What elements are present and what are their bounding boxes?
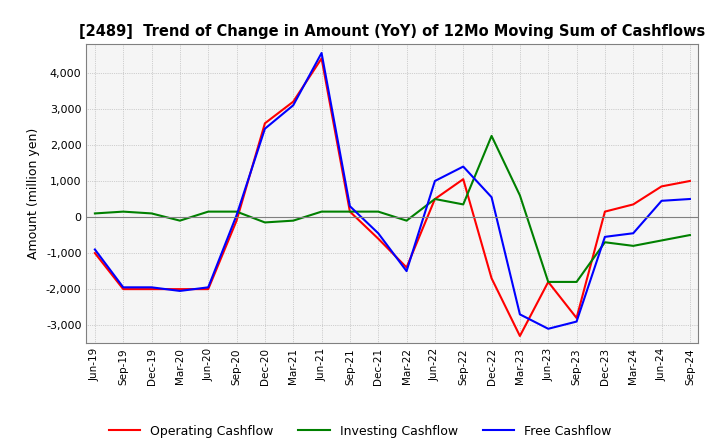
Operating Cashflow <box>261 121 269 126</box>
Investing Cashflow <box>544 279 552 285</box>
Operating Cashflow <box>402 265 411 270</box>
Free Cashflow <box>374 231 382 236</box>
Free Cashflow <box>318 50 326 55</box>
Operating Cashflow <box>289 99 297 104</box>
Free Cashflow <box>600 234 609 239</box>
Investing Cashflow <box>600 240 609 245</box>
Free Cashflow <box>261 126 269 132</box>
Investing Cashflow <box>204 209 212 214</box>
Title: [2489]  Trend of Change in Amount (YoY) of 12Mo Moving Sum of Cashflows: [2489] Trend of Change in Amount (YoY) o… <box>79 24 706 39</box>
Operating Cashflow <box>233 218 241 223</box>
Investing Cashflow <box>176 218 184 223</box>
Investing Cashflow <box>233 209 241 214</box>
Investing Cashflow <box>119 209 127 214</box>
Operating Cashflow <box>346 209 354 214</box>
Operating Cashflow <box>374 236 382 241</box>
Free Cashflow <box>516 312 524 317</box>
Operating Cashflow <box>600 209 609 214</box>
Operating Cashflow <box>629 202 637 207</box>
Investing Cashflow <box>459 202 467 207</box>
Free Cashflow <box>204 285 212 290</box>
Free Cashflow <box>487 194 496 200</box>
Investing Cashflow <box>91 211 99 216</box>
Investing Cashflow <box>148 211 156 216</box>
Free Cashflow <box>148 285 156 290</box>
Free Cashflow <box>233 213 241 218</box>
Operating Cashflow <box>91 250 99 256</box>
Line: Operating Cashflow: Operating Cashflow <box>95 59 690 336</box>
Operating Cashflow <box>459 176 467 182</box>
Free Cashflow <box>176 288 184 293</box>
Investing Cashflow <box>261 220 269 225</box>
Investing Cashflow <box>289 218 297 223</box>
Free Cashflow <box>685 196 694 202</box>
Free Cashflow <box>572 319 581 324</box>
Free Cashflow <box>119 285 127 290</box>
Investing Cashflow <box>572 279 581 285</box>
Y-axis label: Amount (million yen): Amount (million yen) <box>27 128 40 259</box>
Investing Cashflow <box>402 218 411 223</box>
Free Cashflow <box>91 247 99 252</box>
Operating Cashflow <box>148 286 156 292</box>
Operating Cashflow <box>318 56 326 61</box>
Operating Cashflow <box>657 184 666 189</box>
Investing Cashflow <box>629 243 637 249</box>
Free Cashflow <box>657 198 666 203</box>
Free Cashflow <box>629 231 637 236</box>
Operating Cashflow <box>685 178 694 183</box>
Line: Free Cashflow: Free Cashflow <box>95 53 690 329</box>
Operating Cashflow <box>431 196 439 202</box>
Free Cashflow <box>459 164 467 169</box>
Free Cashflow <box>544 326 552 331</box>
Line: Investing Cashflow: Investing Cashflow <box>95 136 690 282</box>
Investing Cashflow <box>346 209 354 214</box>
Investing Cashflow <box>657 238 666 243</box>
Investing Cashflow <box>487 133 496 139</box>
Operating Cashflow <box>487 276 496 281</box>
Free Cashflow <box>346 204 354 209</box>
Operating Cashflow <box>204 286 212 292</box>
Investing Cashflow <box>685 232 694 238</box>
Operating Cashflow <box>516 334 524 339</box>
Free Cashflow <box>289 103 297 108</box>
Operating Cashflow <box>544 279 552 285</box>
Free Cashflow <box>402 268 411 274</box>
Investing Cashflow <box>374 209 382 214</box>
Operating Cashflow <box>572 315 581 321</box>
Operating Cashflow <box>176 286 184 292</box>
Operating Cashflow <box>119 286 127 292</box>
Investing Cashflow <box>431 196 439 202</box>
Legend: Operating Cashflow, Investing Cashflow, Free Cashflow: Operating Cashflow, Investing Cashflow, … <box>104 420 616 440</box>
Investing Cashflow <box>318 209 326 214</box>
Free Cashflow <box>431 178 439 183</box>
Investing Cashflow <box>516 193 524 198</box>
